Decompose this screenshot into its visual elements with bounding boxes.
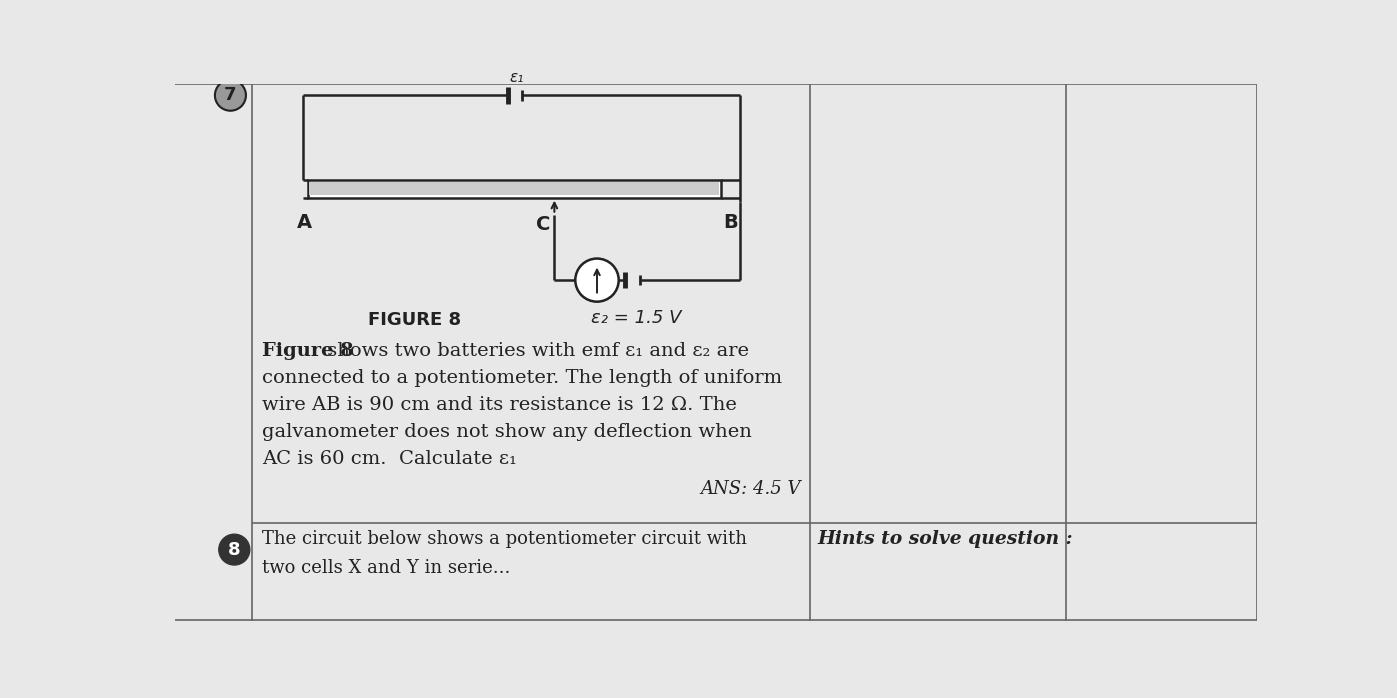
Text: C: C bbox=[536, 215, 550, 234]
Bar bbox=[307, 180, 721, 198]
Text: ε₂ = 1.5 V: ε₂ = 1.5 V bbox=[591, 309, 682, 327]
Bar bbox=[310, 182, 719, 195]
Circle shape bbox=[576, 258, 619, 302]
Circle shape bbox=[219, 534, 250, 565]
Text: FIGURE 8: FIGURE 8 bbox=[369, 311, 461, 329]
Text: ε₁: ε₁ bbox=[510, 70, 524, 84]
Text: galvanometer does not show any deflection when: galvanometer does not show any deflectio… bbox=[263, 422, 752, 440]
Text: connected to a potentiometer. The length of uniform: connected to a potentiometer. The length… bbox=[263, 369, 782, 387]
Text: ANS: 4.5 V: ANS: 4.5 V bbox=[700, 480, 800, 498]
Text: shows two batteries with emf ε₁ and ε₂ are: shows two batteries with emf ε₁ and ε₂ a… bbox=[321, 342, 749, 359]
Circle shape bbox=[215, 80, 246, 111]
Text: 8: 8 bbox=[228, 541, 240, 558]
Text: 7: 7 bbox=[224, 87, 236, 104]
Text: Figure 8: Figure 8 bbox=[263, 342, 353, 359]
Text: AC is 60 cm.  Calculate ε₁: AC is 60 cm. Calculate ε₁ bbox=[263, 450, 517, 468]
Text: A: A bbox=[296, 213, 312, 232]
Text: B: B bbox=[722, 213, 738, 232]
Text: wire AB is 90 cm and its resistance is 12 Ω. The: wire AB is 90 cm and its resistance is 1… bbox=[263, 396, 738, 414]
Text: two cells X and Y in serie...: two cells X and Y in serie... bbox=[263, 559, 510, 577]
Text: Hints to solve question :: Hints to solve question : bbox=[817, 530, 1073, 549]
Text: The circuit below shows a potentiometer circuit with: The circuit below shows a potentiometer … bbox=[263, 530, 747, 549]
